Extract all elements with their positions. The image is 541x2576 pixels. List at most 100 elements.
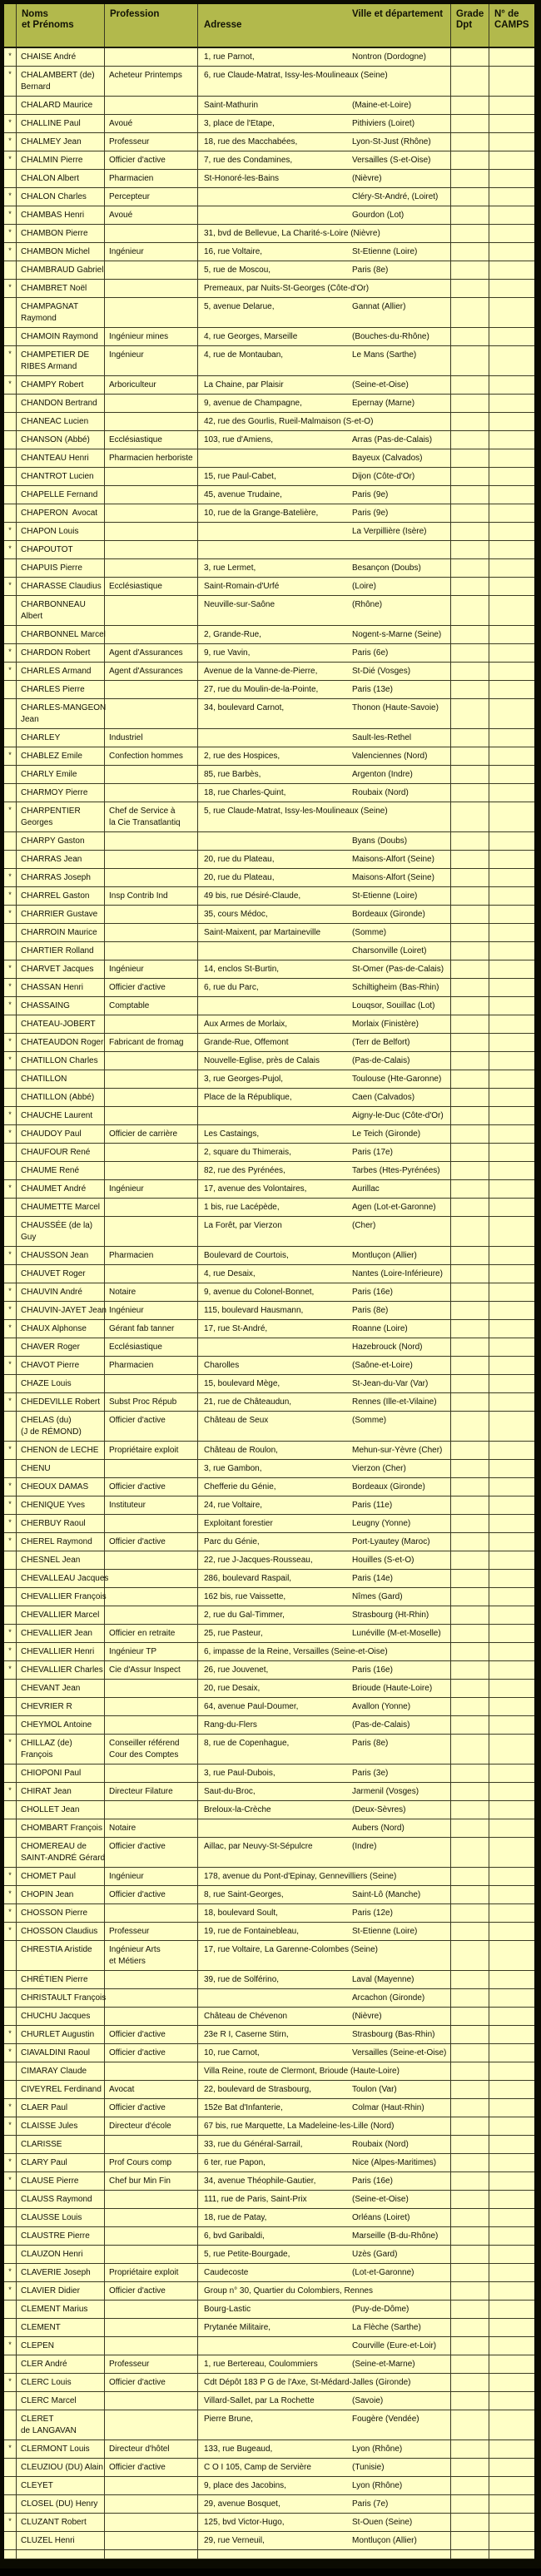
- camps-cell: [489, 2264, 534, 2282]
- address-text: 18, rue Charles-Quint,: [204, 788, 286, 797]
- address-city-cell: 67 bis, rue Marquette, La Madeleine-les-…: [198, 2117, 451, 2136]
- grade-cell: [451, 681, 489, 699]
- address-text: 3, place de l'Etape,: [204, 119, 275, 128]
- city-text: (Loire): [352, 582, 376, 591]
- camps-cell: [489, 1625, 534, 1643]
- name-cell: CHAVER Roger: [17, 1338, 105, 1357]
- grade-cell: [451, 924, 489, 942]
- address-city-cell: Group n° 30, Quartier du Colombiers, Ren…: [198, 2282, 451, 2301]
- table-row: CHANTEAU Henri Pharmacien herboriste Bay…: [4, 449, 534, 468]
- camps-cell: [489, 1533, 534, 1551]
- grade-cell: [451, 2099, 489, 2117]
- address-city-cell: Place de la République, Caen (Calvados): [198, 1089, 451, 1107]
- name-cell: CLERC Louis: [17, 2374, 105, 2392]
- grade-cell: [451, 2495, 489, 2514]
- name-cell: CHARLY Emile: [17, 766, 105, 784]
- star-cell: [4, 681, 17, 699]
- city-text: Fougère (Vendée): [352, 2415, 419, 2424]
- name-cell: CHAMBRAUD Gabriel: [17, 261, 105, 280]
- address-city-cell: Les Castaings, Le Teich (Gironde): [198, 1125, 451, 1144]
- camps-cell: [489, 2026, 534, 2044]
- table-row: * CHABLEZ Emile Confection hommes 2, rue…: [4, 747, 534, 766]
- camps-cell: [489, 663, 534, 681]
- address-city-cell: 18, boulevard Soult, Paris (12e): [198, 1904, 451, 1923]
- profession-cell: Officier d'active: [105, 2099, 198, 2117]
- name-cell: CHAMPETIER DE RIBES Armand: [17, 346, 105, 376]
- star-cell: *: [4, 280, 17, 298]
- grade-cell: [451, 1570, 489, 1588]
- star-cell: [4, 1144, 17, 1162]
- grade-cell: [451, 243, 489, 261]
- profession-cell: [105, 2209, 198, 2227]
- address-text: 18, rue de Patay,: [204, 2213, 267, 2222]
- star-cell: *: [4, 1320, 17, 1338]
- address-city-cell: 133, rue Bugeaud, Lyon (Rhône): [198, 2440, 451, 2459]
- address-city-cell: 25, rue Pasteur, Lunéville (M-et-Moselle…: [198, 1625, 451, 1643]
- city-text: St-Omer (Pas-de-Calais): [352, 965, 444, 974]
- address-city-cell: 42, rue des Gourlis, Rueil-Malmaison (S-…: [198, 413, 451, 431]
- name-cell: CHILLAZ (de) François: [17, 1735, 105, 1764]
- camps-cell: [489, 2099, 534, 2117]
- profession-cell: Instituteur: [105, 1496, 198, 1515]
- grade-cell: [451, 1393, 489, 1412]
- grade-cell: [451, 2301, 489, 2319]
- city-text: Paris (16e): [352, 2176, 393, 2186]
- camps-cell: [489, 2459, 534, 2477]
- profession-cell: Ingénieur TP: [105, 1643, 198, 1661]
- grade-cell: [451, 1375, 489, 1393]
- city-text: Lyon (Rhône): [352, 2444, 403, 2454]
- grade-cell: [451, 431, 489, 449]
- address-text: C O I 105, Camp de Servière: [204, 2463, 311, 2472]
- header-star-cell: [4, 4, 17, 47]
- table-row: * CLEPEN Courville (Eure-et-Loir): [4, 2337, 534, 2355]
- table-row: * CHOSSON Claudius Professeur 19, rue de…: [4, 1923, 534, 1941]
- city-text: Nontron (Dordogne): [352, 52, 426, 62]
- address-city-cell: 2, rue des Hospices, Valenciennes (Nord): [198, 747, 451, 766]
- city-text: (Indre): [352, 1842, 377, 1851]
- city-text: Caen (Calvados): [352, 1093, 415, 1102]
- address-text: Cdt Dépôt 183 P G de l'Axe, St-Médard-Ja…: [204, 2378, 411, 2387]
- name-cell: CHANTROT Lucien: [17, 468, 105, 486]
- table-row: * CHARASSE Claudius Ecclésiastique Saint…: [4, 578, 534, 596]
- profession-cell: [105, 280, 198, 298]
- address-city-cell: 1 bis, rue Lacépède, Agen (Lot-et-Garonn…: [198, 1199, 451, 1217]
- grade-cell: [451, 97, 489, 115]
- address-text: 20, rue du Plateau,: [204, 855, 275, 864]
- star-cell: *: [4, 578, 17, 596]
- name-cell: CHAUX Alphonse: [17, 1320, 105, 1338]
- name-cell: CHOMET Paul: [17, 1868, 105, 1886]
- address-city-cell: Charolles (Saône-et-Loire): [198, 1357, 451, 1375]
- table-row: CHATEAU-JOBERT Aux Armes de Morlaix, Mor…: [4, 1015, 534, 1034]
- star-cell: [4, 2392, 17, 2410]
- name-cell: CIVEYREL Ferdinand: [17, 2081, 105, 2099]
- address-text: 4, rue Georges, Marseille: [204, 332, 298, 341]
- city-text: Aubers (Nord): [352, 1824, 405, 1833]
- header-grade: Grade Dpt: [451, 4, 489, 47]
- table-row: CHARLES Pierre 27, rue du Moulin-de-la-P…: [4, 681, 534, 699]
- grade-cell: [451, 1302, 489, 1320]
- camps-cell: [489, 1496, 534, 1515]
- table-row: * CLUZANT Robert 125, bvd Victor-Hugo, S…: [4, 2514, 534, 2532]
- camps-cell: [489, 924, 534, 942]
- grade-cell: [451, 1320, 489, 1338]
- star-cell: *: [4, 188, 17, 206]
- address-city-cell: 10, rue Carnot, Versailles (Seine-et-Ois…: [198, 2044, 451, 2062]
- star-cell: *: [4, 1034, 17, 1052]
- address-city-cell: Aillac, par Neuvy-St-Sépulcre (Indre): [198, 1838, 451, 1868]
- address-text: 17, rue St-André,: [204, 1324, 268, 1333]
- address-text: Saut-du-Broc,: [204, 1787, 256, 1796]
- profession-cell: [105, 2550, 198, 2559]
- address-text: 8, rue Saint-Georges,: [204, 1890, 284, 1899]
- grade-cell: [451, 1107, 489, 1125]
- grade-cell: [451, 468, 489, 486]
- city-text: Maisons-Alfort (Seine): [352, 873, 434, 882]
- table-row: CHARMOY Pierre 18, rue Charles-Quint, Ro…: [4, 784, 534, 802]
- city-text: Gourdon (Lot): [352, 211, 405, 220]
- grade-cell: [451, 1764, 489, 1783]
- star-cell: *: [4, 206, 17, 225]
- profession-cell: [105, 261, 198, 280]
- address-text: Nouvelle-Eglise, près de Calais: [204, 1056, 320, 1065]
- table-row: * CHARPENTIER Georges Chef de Service à …: [4, 802, 534, 832]
- table-row: CHAUMETTE Marcel 1 bis, rue Lacépède, Ag…: [4, 1199, 534, 1217]
- camps-cell: [489, 626, 534, 644]
